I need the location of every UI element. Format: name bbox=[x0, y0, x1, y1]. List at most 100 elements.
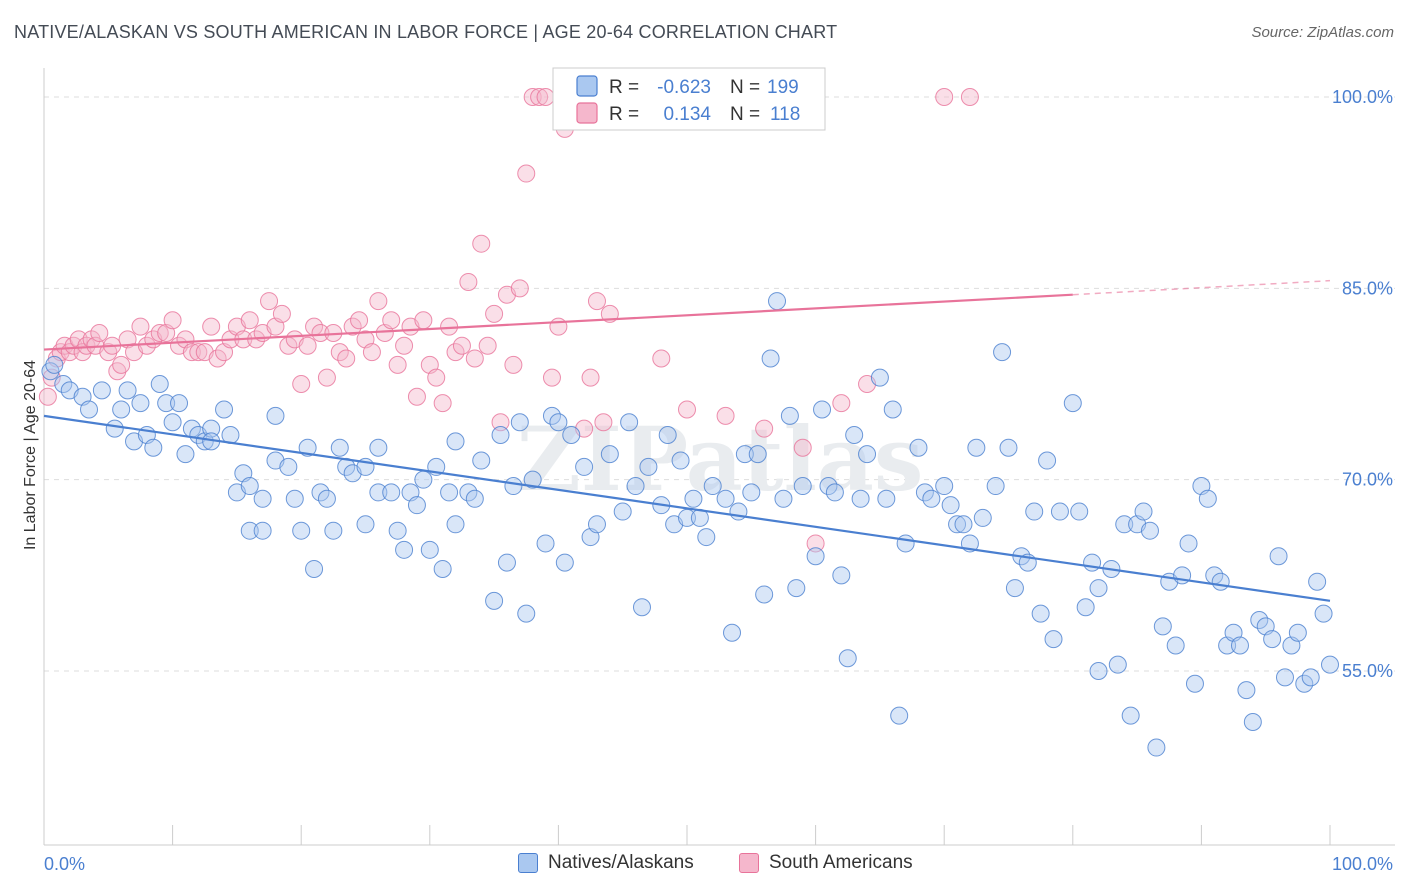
blue-point-121 bbox=[909, 438, 928, 457]
blue-point-82 bbox=[626, 477, 645, 496]
y-tick-label-0: 55.0% bbox=[1342, 661, 1393, 681]
blue-point-163 bbox=[1198, 489, 1217, 508]
y-tick-label-1: 70.0% bbox=[1342, 470, 1393, 490]
bottom-legend-item-south-americans: South Americans bbox=[739, 852, 913, 874]
pink-point-36 bbox=[240, 311, 259, 330]
blue-point-62 bbox=[465, 489, 484, 508]
blue-point-22 bbox=[202, 419, 221, 438]
blue-point-1 bbox=[45, 355, 64, 374]
blue-point-55 bbox=[420, 540, 439, 559]
blue-point-14 bbox=[150, 375, 169, 393]
blue-point-97 bbox=[735, 445, 754, 464]
pink-point-63 bbox=[414, 311, 433, 330]
pink-point-69 bbox=[452, 336, 471, 355]
pink-point-93 bbox=[678, 400, 696, 419]
blue-point-182 bbox=[1321, 655, 1339, 674]
blue-point-106 bbox=[793, 477, 812, 496]
blue-point-143 bbox=[1070, 502, 1089, 521]
blue-point-64 bbox=[485, 591, 504, 610]
blue-point-118 bbox=[883, 400, 902, 419]
pink-point-41 bbox=[272, 304, 291, 323]
trend-line-natives bbox=[43, 414, 1331, 602]
blue-point-100 bbox=[755, 585, 774, 604]
blue-point-18 bbox=[176, 445, 195, 464]
blue-point-79 bbox=[600, 445, 619, 464]
pink-point-39 bbox=[260, 292, 279, 311]
blue-point-144 bbox=[1076, 598, 1095, 617]
blue-point-108 bbox=[813, 400, 832, 419]
pink-point-28 bbox=[189, 343, 208, 362]
pink-point-84 bbox=[549, 317, 568, 336]
south-americans-swatch-icon bbox=[739, 853, 759, 873]
blue-point-175 bbox=[1275, 668, 1294, 687]
blue-point-94 bbox=[716, 489, 735, 508]
pink-point-80 bbox=[523, 88, 542, 106]
blue-point-174 bbox=[1269, 547, 1288, 566]
blue-point-104 bbox=[780, 406, 799, 425]
pink-point-77 bbox=[504, 355, 523, 374]
pink-point-45 bbox=[298, 336, 317, 355]
pink-point-73 bbox=[478, 336, 497, 355]
blue-point-60 bbox=[446, 515, 465, 534]
blue-point-37 bbox=[298, 438, 317, 457]
blue-point-88 bbox=[671, 451, 690, 470]
blue-point-40 bbox=[317, 489, 336, 508]
blue-point-110 bbox=[825, 483, 844, 502]
blue-point-125 bbox=[941, 496, 960, 515]
legend-r-value-2: 0.134 bbox=[663, 104, 711, 125]
blue-point-142 bbox=[1063, 394, 1082, 413]
blue-point-113 bbox=[845, 426, 864, 445]
legend-n-label-1: N = bbox=[730, 77, 760, 98]
blue-point-129 bbox=[967, 438, 986, 457]
pink-point-52 bbox=[343, 317, 362, 336]
blue-point-95 bbox=[723, 623, 742, 642]
legend-r-label-1: R = bbox=[609, 77, 639, 98]
pink-point-59 bbox=[388, 355, 407, 374]
blue-point-115 bbox=[858, 445, 877, 464]
pink-point-24 bbox=[163, 311, 182, 330]
legend-n-value-2: 118 bbox=[770, 104, 800, 125]
blue-point-180 bbox=[1308, 572, 1327, 591]
blue-point-156 bbox=[1153, 617, 1172, 636]
y-tick-label-3: 100.0% bbox=[1332, 87, 1393, 107]
blue-point-24 bbox=[215, 400, 234, 419]
blue-point-73 bbox=[549, 413, 568, 432]
blue-point-153 bbox=[1134, 502, 1153, 521]
blue-point-58 bbox=[440, 483, 459, 502]
pink-point-66 bbox=[433, 394, 452, 413]
blue-point-28 bbox=[240, 477, 259, 496]
pink-point-101 bbox=[960, 88, 979, 106]
pink-point-72 bbox=[472, 234, 491, 253]
blue-point-50 bbox=[388, 521, 407, 540]
pink-point-0 bbox=[38, 387, 57, 406]
blue-point-30 bbox=[253, 489, 272, 508]
blue-point-132 bbox=[993, 343, 1012, 362]
bottom-legend-label-south-americans: South Americans bbox=[769, 852, 913, 873]
pink-point-58 bbox=[382, 311, 401, 330]
blue-point-112 bbox=[838, 649, 857, 668]
pink-point-96 bbox=[793, 438, 812, 457]
blue-point-93 bbox=[703, 477, 722, 496]
blue-point-138 bbox=[1031, 604, 1050, 623]
pink-point-22 bbox=[150, 323, 169, 342]
blue-point-179 bbox=[1301, 668, 1320, 687]
blue-point-169 bbox=[1237, 681, 1256, 700]
pink-point-71 bbox=[465, 349, 484, 368]
pink-point-95 bbox=[755, 419, 774, 438]
blue-point-68 bbox=[510, 413, 529, 432]
blue-point-36 bbox=[292, 521, 311, 540]
blue-point-65 bbox=[491, 426, 510, 445]
blue-point-134 bbox=[1005, 579, 1024, 598]
blue-point-111 bbox=[832, 566, 851, 585]
blue-point-109 bbox=[819, 477, 838, 496]
blue-point-131 bbox=[986, 477, 1005, 496]
pink-point-90 bbox=[594, 413, 613, 432]
pink-point-79 bbox=[517, 164, 536, 183]
blue-point-158 bbox=[1166, 636, 1185, 655]
source-label: Source: ZipAtlas.com bbox=[1251, 24, 1394, 41]
x-tick-label-0: 0.0% bbox=[44, 854, 85, 874]
blue-point-181 bbox=[1314, 604, 1333, 623]
blue-point-53 bbox=[407, 496, 426, 515]
blue-point-141 bbox=[1050, 502, 1069, 521]
